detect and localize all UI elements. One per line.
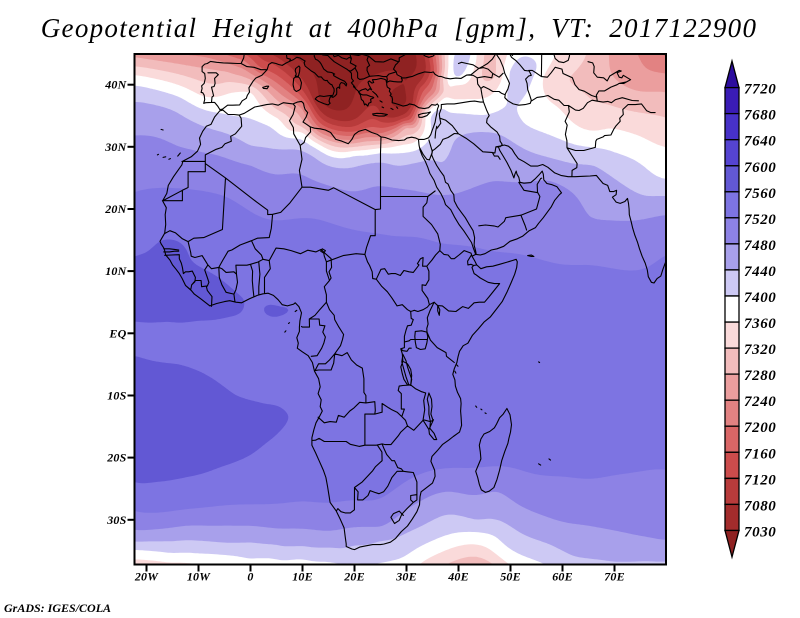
svg-text:70E: 70E (604, 570, 625, 584)
svg-text:GrADS: IGES/COLA: GrADS: IGES/COLA (4, 601, 111, 615)
svg-text:40E: 40E (447, 570, 469, 584)
svg-text:30S: 30S (106, 513, 126, 527)
svg-text:7480: 7480 (744, 238, 776, 254)
svg-text:10N: 10N (105, 264, 127, 278)
svg-text:7600: 7600 (744, 160, 776, 176)
svg-text:7440: 7440 (744, 264, 776, 280)
svg-text:7520: 7520 (744, 212, 776, 228)
svg-text:20N: 20N (104, 202, 127, 216)
svg-text:30E: 30E (395, 570, 417, 584)
svg-text:20W: 20W (134, 570, 159, 584)
svg-text:7160: 7160 (744, 446, 776, 462)
svg-text:30N: 30N (104, 140, 127, 154)
svg-text:0: 0 (247, 570, 253, 584)
svg-text:7400: 7400 (744, 290, 776, 306)
svg-text:7720: 7720 (744, 82, 776, 98)
svg-text:7280: 7280 (744, 368, 776, 384)
svg-text:7200: 7200 (744, 420, 776, 436)
svg-text:7320: 7320 (744, 342, 776, 358)
svg-text:7030: 7030 (744, 525, 776, 541)
svg-text:7080: 7080 (744, 498, 776, 514)
svg-text:7120: 7120 (744, 472, 776, 488)
svg-text:7240: 7240 (744, 394, 776, 410)
svg-text:7560: 7560 (744, 186, 776, 202)
svg-text:10W: 10W (187, 570, 211, 584)
svg-text:7680: 7680 (744, 108, 776, 124)
svg-text:60E: 60E (552, 570, 573, 584)
svg-text:50E: 50E (500, 570, 521, 584)
svg-text:7640: 7640 (744, 134, 776, 150)
svg-text:10E: 10E (292, 570, 313, 584)
svg-text:Geopotential Height at 400hPa: Geopotential Height at 400hPa [gpm], VT:… (41, 13, 758, 43)
svg-text:40N: 40N (104, 78, 127, 92)
svg-text:10S: 10S (107, 389, 126, 403)
svg-text:20E: 20E (343, 570, 365, 584)
svg-text:20S: 20S (106, 451, 126, 465)
svg-text:7360: 7360 (744, 316, 776, 332)
svg-text:EQ: EQ (108, 326, 126, 340)
